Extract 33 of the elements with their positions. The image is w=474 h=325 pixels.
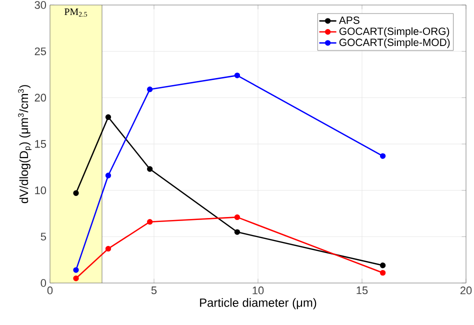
y-tick-label: 20 xyxy=(34,94,46,102)
x-tick-label: 15 xyxy=(356,286,368,294)
point xyxy=(380,153,386,159)
point xyxy=(380,270,386,276)
point xyxy=(380,262,386,268)
y-axis-title: dV/dlog(D$_{p}$) (μm$^{3}$/cm$^{3}$) xyxy=(18,85,32,204)
x-tick-label: 0 xyxy=(47,286,53,294)
point xyxy=(105,246,112,252)
point xyxy=(147,219,153,225)
legend-label: GOCART(Simple-MOD) xyxy=(339,38,450,48)
y-tick-label: 0 xyxy=(40,279,46,287)
point xyxy=(147,166,153,172)
legend-label: GOCART(Simple-ORG) xyxy=(339,27,450,38)
point xyxy=(73,276,79,282)
point xyxy=(147,86,153,92)
x-tick-label: 5 xyxy=(151,286,157,294)
y-tick-label: 10 xyxy=(35,186,46,194)
y-tick-label: 30 xyxy=(34,1,46,9)
point xyxy=(234,214,240,220)
y-tick-label: 15 xyxy=(35,140,46,148)
x-tick-label: 10 xyxy=(252,286,264,294)
point xyxy=(234,72,240,78)
point xyxy=(234,229,240,235)
x-axis-title: Particle diameter (μm) xyxy=(200,298,316,310)
point xyxy=(105,114,112,120)
band-label: PM$_{2.5}$ xyxy=(64,8,88,17)
point xyxy=(105,172,112,178)
y-tick-label: 5 xyxy=(40,232,46,240)
legend-label: APS xyxy=(338,16,360,24)
point xyxy=(73,190,79,196)
point xyxy=(73,267,79,273)
y-tick-label: 25 xyxy=(34,47,46,56)
x-tick-label: 20 xyxy=(460,286,472,294)
